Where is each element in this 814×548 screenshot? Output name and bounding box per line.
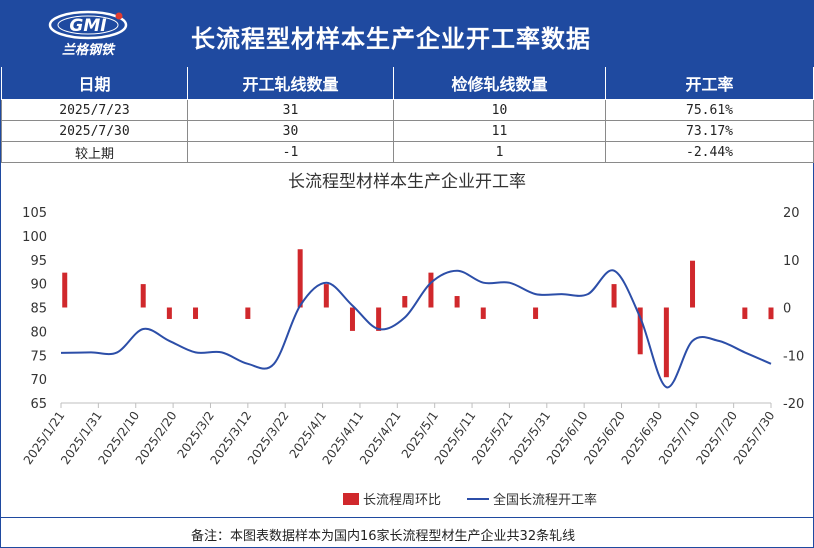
right-axis-tick-label: 20 [783,206,800,221]
bar [663,307,669,378]
right-axis-tick-label: -20 [783,397,804,412]
table-row: 2025/7/30 30 11 73.17% [1,120,814,142]
summary-table: 日期 开工轧线数量 检修轧线数量 开工率 2025/7/23 31 10 75.… [1,67,814,163]
table-row: 2025/7/23 31 10 75.61% [1,99,814,121]
left-axis-tick-label: 70 [30,373,47,388]
bar [193,307,199,319]
left-axis-tick-label: 85 [30,302,47,317]
column-header: 检修轧线数量 [393,67,606,100]
right-axis-tick-label: 0 [783,302,791,317]
column-header: 开工轧线数量 [187,67,394,100]
left-axis-tick-label: 65 [30,397,47,412]
table-cell: 2025/7/30 [1,120,188,142]
left-axis-tick-label: 90 [30,278,47,293]
table-cell: 1 [393,141,606,163]
bar [62,272,68,308]
bar [480,307,486,319]
logo-text: GMI [69,16,106,36]
logo-caption: 兰格钢铁 [62,42,116,58]
footer-note: 备注：本图表数据样本为国内16家长流程型材生产企业共32条轧线 [191,529,576,544]
header-bar: GMI 兰格钢铁 长流程型材样本生产企业开工率数据 [1,1,813,67]
left-axis-tick-label: 100 [22,230,47,245]
bar [349,307,355,331]
right-axis-tick-label: 10 [783,254,800,269]
bar [742,307,748,319]
legend-label: 长流程周环比 [363,493,441,508]
table-cell: 较上期 [1,141,188,163]
column-header: 开工率 [605,67,814,100]
table-cell: 30 [187,120,394,142]
table-cell: 75.61% [605,99,814,121]
gmi-logo: GMI 兰格钢铁 [48,10,128,58]
left-axis-tick-label: 75 [30,349,47,364]
left-axis-tick-label: 80 [30,325,47,340]
bar [245,307,251,319]
table-row: 较上期 -1 1 -2.44% [1,141,814,163]
left-axis-tick-label: 95 [30,254,47,269]
bar [323,284,329,308]
table-cell: 73.17% [605,120,814,142]
column-header: 日期 [1,67,188,100]
series-line [60,269,772,389]
page-title: 长流程型材样本生产企业开工率数据 [191,25,591,53]
right-axis-tick-label: -10 [783,349,804,364]
footer-note-bar: 备注：本图表数据样本为国内16家长流程型材生产企业共32条轧线 [1,517,813,548]
bar [402,296,408,308]
chart-title: 长流程型材样本生产企业开工率 [288,172,526,192]
bar [690,260,696,308]
bar [637,307,643,355]
legend-swatch-bar [343,493,359,505]
bar [611,284,617,308]
utilization-chart: 长流程型材样本生产企业开工率 65707580859095100105-20-1… [21,172,805,508]
bar [140,284,146,308]
table-cell: -2.44% [605,141,814,163]
table-cell: 31 [187,99,394,121]
table-cell: 10 [393,99,606,121]
table-cell: 2025/7/23 [1,99,188,121]
table-header-row: 日期 开工轧线数量 检修轧线数量 开工率 [1,67,814,100]
bar [428,272,434,308]
bar [376,307,382,331]
left-axis-tick-label: 105 [22,206,47,221]
bar [454,296,460,308]
table-cell: -1 [187,141,394,163]
legend-label: 全国长流程开工率 [493,492,597,508]
table-cell: 11 [393,120,606,142]
bar [297,249,303,308]
bar [533,307,539,319]
bar [768,307,774,320]
bar [166,307,172,319]
